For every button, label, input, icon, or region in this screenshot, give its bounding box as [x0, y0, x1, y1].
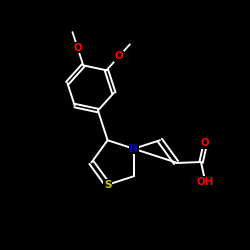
Text: O: O — [115, 51, 124, 61]
Text: N: N — [130, 144, 138, 154]
Text: O: O — [73, 42, 82, 52]
Text: O: O — [201, 138, 210, 148]
Text: OH: OH — [196, 176, 214, 186]
Text: N: N — [130, 144, 138, 154]
Text: S: S — [104, 180, 111, 190]
